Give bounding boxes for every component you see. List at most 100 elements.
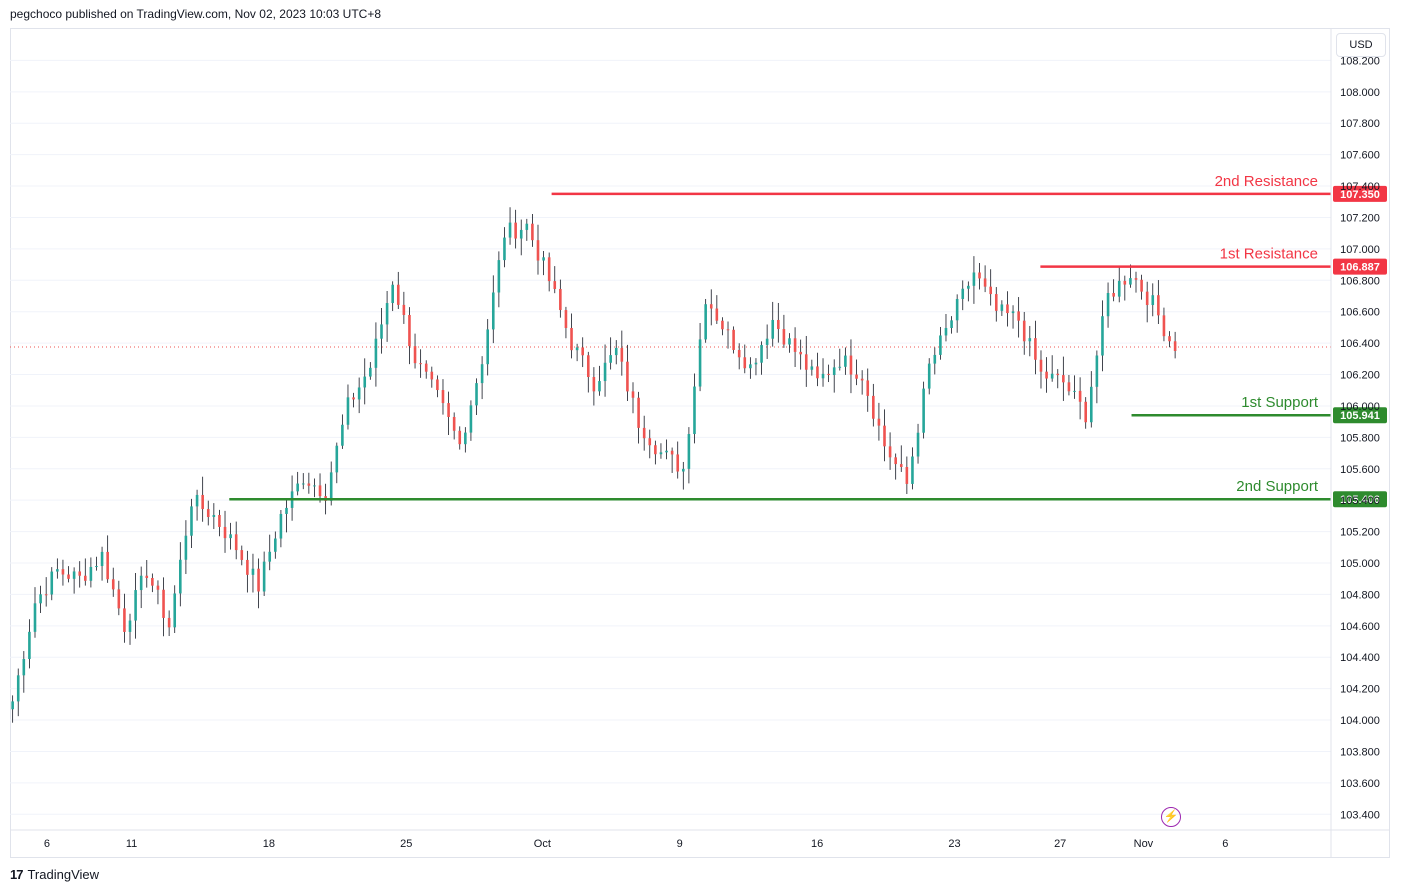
candle-body [274, 538, 277, 552]
candle-body [553, 281, 557, 289]
candle-body [61, 569, 65, 575]
candle-body [1145, 291, 1149, 306]
candle-body [525, 223, 529, 230]
candle-body [765, 338, 769, 345]
candle-body [810, 366, 814, 370]
candle-body [793, 338, 797, 352]
candle-body [1039, 359, 1043, 372]
y-tick-label: 107.400 [1340, 181, 1380, 193]
candle-body [894, 457, 897, 465]
candle-body [39, 594, 42, 604]
candle-body [1056, 373, 1060, 376]
candle-body [1151, 295, 1155, 306]
candle-body [1017, 311, 1020, 321]
candle-body [28, 631, 31, 659]
candle-body [598, 381, 601, 392]
candle-body [296, 483, 299, 492]
candle-body [665, 450, 668, 453]
candle-body [1073, 390, 1076, 392]
candle-body [329, 472, 333, 501]
level-price-badge [1333, 258, 1387, 275]
chart-frame[interactable] [10, 28, 1390, 858]
level-label: 1st Resistance [1220, 246, 1318, 263]
candle-body [251, 568, 255, 575]
candle-body [581, 347, 585, 356]
candle-body [151, 578, 154, 586]
candle-body [56, 569, 59, 572]
candle-body [939, 335, 942, 355]
candle-body [536, 240, 540, 261]
candle-body [866, 380, 870, 396]
candle-body [849, 355, 853, 375]
candle-body [682, 468, 685, 472]
y-tick-label: 105.200 [1340, 527, 1380, 539]
candle-body [743, 357, 747, 369]
candle-body [1028, 338, 1032, 342]
candle-body [832, 367, 836, 375]
candle-body [1022, 320, 1026, 342]
candle-body [827, 373, 830, 375]
levels: 2nd Resistance 107.350 1st Resistance 106.8… [229, 173, 1387, 508]
candle-body [218, 514, 221, 527]
candle-body [609, 355, 612, 363]
candle-body [670, 450, 674, 455]
candle-body [726, 329, 730, 331]
candle-body [464, 432, 467, 445]
candle-body [436, 379, 439, 391]
candle-body [760, 344, 763, 363]
level-price-badge [1333, 185, 1387, 202]
candle-body [391, 284, 394, 304]
candle-body [967, 285, 970, 289]
candle-body [396, 284, 400, 305]
tradingview-logo-icon: 17 [10, 867, 24, 882]
candle-body [363, 376, 367, 388]
candle-body [1062, 375, 1065, 383]
candle-body [626, 361, 629, 392]
tradingview-brand[interactable]: 17 TradingView [10, 867, 99, 882]
candle-body [693, 386, 696, 435]
y-tick-label: 103.800 [1340, 746, 1380, 758]
candle-body [955, 298, 959, 321]
candle-body [123, 608, 126, 632]
candle-body [1011, 311, 1015, 314]
candle-body [458, 430, 462, 445]
candle-body [452, 416, 456, 431]
candle-body [1095, 355, 1099, 387]
candle-body [318, 485, 322, 497]
x-tick-label: 18 [263, 838, 275, 850]
candle-body [369, 367, 372, 377]
candle-body [447, 403, 450, 417]
candle-body [771, 319, 775, 339]
candle-body [313, 485, 316, 487]
currency-selector[interactable]: USD [1336, 33, 1386, 57]
candle-body [922, 388, 925, 433]
lightning-icon[interactable]: ⚡ [1161, 807, 1181, 827]
candle-body [1084, 401, 1088, 423]
y-tick-label: 106.400 [1340, 338, 1380, 350]
x-tick-label: Oct [534, 838, 551, 850]
candle-body [139, 575, 143, 591]
candle-body [838, 366, 842, 368]
candle-body [883, 425, 886, 447]
x-tick-label: 6 [44, 838, 50, 850]
level-price-label: 107.350 [1340, 189, 1380, 201]
candle-body [413, 346, 417, 364]
candle-body [603, 362, 607, 382]
grid-layer [10, 59, 1331, 815]
candle-body [570, 327, 573, 351]
candle-body [592, 377, 596, 392]
candle-body [514, 222, 517, 239]
candle-body [111, 579, 115, 590]
candle-body [994, 294, 998, 311]
candle-body [201, 494, 204, 510]
candle-body [927, 363, 931, 389]
candle-body [899, 464, 903, 468]
candle-body [408, 314, 411, 347]
candle-body [480, 364, 484, 384]
candle-body [16, 675, 20, 702]
candle-body [1134, 278, 1138, 280]
candle-body [374, 338, 378, 368]
y-tick-label: 103.600 [1340, 778, 1380, 790]
x-tick-label: Nov [1134, 838, 1154, 850]
